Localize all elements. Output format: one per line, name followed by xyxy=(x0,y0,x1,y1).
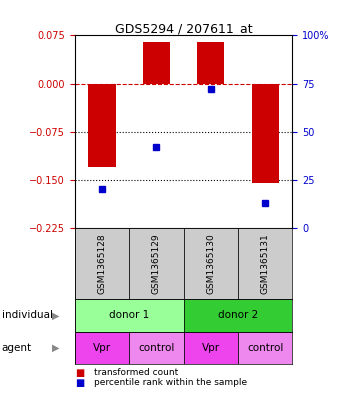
Text: ▶: ▶ xyxy=(52,343,59,353)
Text: GSM1365130: GSM1365130 xyxy=(206,233,215,294)
Bar xyxy=(238,332,292,364)
Bar xyxy=(184,332,238,364)
Bar xyxy=(129,228,184,299)
Text: individual: individual xyxy=(2,310,53,320)
Bar xyxy=(75,299,184,332)
Bar xyxy=(143,42,170,83)
Bar xyxy=(197,42,224,83)
Text: GSM1365129: GSM1365129 xyxy=(152,233,161,294)
Text: percentile rank within the sample: percentile rank within the sample xyxy=(94,378,246,387)
Bar xyxy=(252,83,279,183)
Text: ■: ■ xyxy=(75,378,84,388)
Bar xyxy=(88,83,116,167)
Text: ▶: ▶ xyxy=(52,310,59,320)
Bar xyxy=(75,332,129,364)
Text: Vpr: Vpr xyxy=(93,343,111,353)
Text: GSM1365131: GSM1365131 xyxy=(261,233,270,294)
Text: GDS5294 / 207611_at: GDS5294 / 207611_at xyxy=(115,22,252,35)
Text: ■: ■ xyxy=(75,367,84,378)
Bar xyxy=(238,228,292,299)
Bar xyxy=(184,299,292,332)
Text: control: control xyxy=(138,343,174,353)
Text: control: control xyxy=(247,343,283,353)
Text: agent: agent xyxy=(2,343,32,353)
Bar xyxy=(184,228,238,299)
Text: transformed count: transformed count xyxy=(94,368,178,377)
Bar xyxy=(129,332,184,364)
Text: donor 1: donor 1 xyxy=(109,310,149,320)
Text: donor 2: donor 2 xyxy=(218,310,258,320)
Text: GSM1365128: GSM1365128 xyxy=(98,233,106,294)
Text: Vpr: Vpr xyxy=(202,343,220,353)
Bar xyxy=(75,228,129,299)
